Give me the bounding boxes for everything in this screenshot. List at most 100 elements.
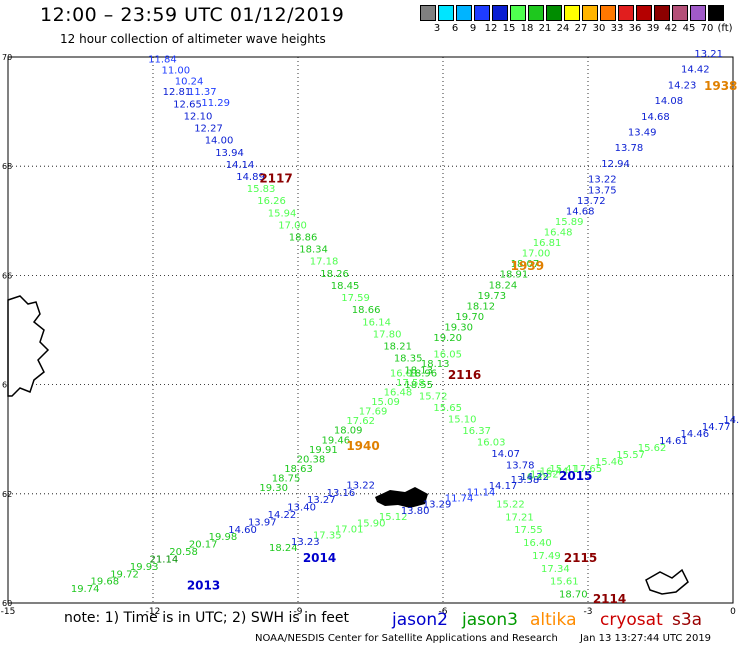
swh-value-label: 19.70 xyxy=(455,312,484,323)
swh-value-label: 11.74 xyxy=(445,493,474,504)
x-tick-label: -15 xyxy=(1,607,16,617)
swh-value-label: 20.17 xyxy=(189,540,218,551)
swh-value-label: 14.14 xyxy=(226,160,255,171)
swh-value-label: 19.30 xyxy=(259,483,288,494)
scale-label: 30 xyxy=(592,23,606,34)
swh-value-label: 17.21 xyxy=(505,512,534,523)
scale-swatch xyxy=(456,5,472,21)
swh-value-label: 13.16 xyxy=(327,488,356,499)
swh-value-label: 18.12 xyxy=(466,301,495,312)
scale-label: 45 xyxy=(682,23,696,34)
scale-label: 70 xyxy=(700,23,714,34)
scale-swatch xyxy=(636,5,652,21)
swh-value-label: 14.22 xyxy=(268,510,297,521)
greenland-coast xyxy=(7,295,50,397)
swh-value-label: 17.65 xyxy=(574,464,603,475)
scale-label: 36 xyxy=(628,23,642,34)
swh-value-label: 18.66 xyxy=(352,305,381,316)
y-tick-label: 70 xyxy=(2,53,12,62)
swh-value-label: 17.35 xyxy=(313,531,342,542)
scale-label: 18 xyxy=(520,23,534,34)
swh-value-label: 14.68 xyxy=(566,207,595,218)
scale-label: 33 xyxy=(610,23,624,34)
swh-value-label: 14.46 xyxy=(681,429,710,440)
swh-value-label: 16.03 xyxy=(477,438,506,449)
swh-value-label: 15.10 xyxy=(448,415,477,426)
swh-value-label: 19.20 xyxy=(433,333,462,344)
swh-value-label: 11.14 xyxy=(467,487,496,498)
swh-value-label: 11.29 xyxy=(201,98,230,109)
swh-value-label: 13.94 xyxy=(215,148,244,159)
swh-value-label: 18.24 xyxy=(489,280,518,291)
pass-number-label: 2117 xyxy=(259,172,292,186)
swh-value-label: 14.89 xyxy=(236,172,265,183)
scale-swatch xyxy=(618,5,634,21)
scale-label: 15 xyxy=(502,23,516,34)
swh-value-label: 13.80 xyxy=(401,506,430,517)
swh-value-label: 18.09 xyxy=(334,426,363,437)
scale-label: 39 xyxy=(646,23,660,34)
swh-value-label: 19.91 xyxy=(309,445,338,456)
swh-value-label: 13.22 xyxy=(588,175,617,186)
swh-value-label: 19.93 xyxy=(130,562,159,573)
swh-value-label: 16.48 xyxy=(384,388,413,399)
swh-value-label: 17.59 xyxy=(341,293,370,304)
swh-value-label: 17.52 xyxy=(530,469,559,480)
scale-swatch xyxy=(546,5,562,21)
swh-value-label: 16.26 xyxy=(257,196,286,207)
swh-value-label: 16.40 xyxy=(523,538,552,549)
swh-value-label: 13.29 xyxy=(423,500,452,511)
swh-value-label: 17.00 xyxy=(278,220,307,231)
swh-value-label: 18.13 xyxy=(421,359,450,370)
swh-value-label: 13.49 xyxy=(628,127,657,138)
scale-label: (ft) xyxy=(717,23,733,34)
scale-swatch xyxy=(420,5,436,21)
scale-label: 3 xyxy=(433,23,441,34)
swh-value-label: 14.00 xyxy=(205,136,234,147)
swh-value-label: 20.38 xyxy=(297,454,326,465)
x-tick-label: -3 xyxy=(584,607,593,617)
swh-value-label: 14.08 xyxy=(654,96,683,107)
swh-value-label: 13.78 xyxy=(615,143,644,154)
y-tick-label: 64 xyxy=(2,381,12,390)
swh-value-label: 16.45 xyxy=(520,472,549,483)
scale-label: 12 xyxy=(484,23,498,34)
swh-value-label: 19.72 xyxy=(110,569,139,580)
swh-value-label: 16.14 xyxy=(362,317,391,328)
swh-value-label: 15.46 xyxy=(595,457,624,468)
swh-value-label: 13.97 xyxy=(248,517,277,528)
swh-value-label: 17.69 xyxy=(359,407,388,418)
footer-timestamp: Jan 13 13:27:44 UTC 2019 xyxy=(580,633,712,644)
swh-value-label: 18.13 xyxy=(404,366,433,377)
swh-value-label: 15.12 xyxy=(379,512,408,523)
norway-coast xyxy=(645,568,689,595)
scale-swatch xyxy=(438,5,454,21)
swh-value-label: 18.75 xyxy=(272,474,301,485)
map-subtitle: 12 hour collection of altimeter wave hei… xyxy=(60,32,326,46)
scale-swatch xyxy=(528,5,544,21)
swh-value-label: 12.94 xyxy=(601,159,630,170)
swh-value-label: 15.90 xyxy=(357,518,386,529)
scale-label: 21 xyxy=(538,23,552,34)
swh-value-label: 18.24 xyxy=(269,543,298,554)
pass-number-label: 2013 xyxy=(187,578,220,592)
pass-number-label: 2116 xyxy=(448,368,481,382)
legend-s3a: s3a xyxy=(672,610,703,630)
swh-value-label: 13.72 xyxy=(577,196,606,207)
swh-value-label: 12.10 xyxy=(184,111,213,122)
y-tick-label: 62 xyxy=(2,490,12,499)
swh-value-label: 13.23 xyxy=(291,537,320,548)
swh-value-label: 14.17 xyxy=(489,481,518,492)
swh-value-label: 14.60 xyxy=(228,525,257,536)
swh-value-label: 19.73 xyxy=(478,291,507,302)
swh-value-label: 19.68 xyxy=(91,577,120,588)
legend-jason3: jason3 xyxy=(462,610,518,630)
swh-value-label: 14.17 xyxy=(723,415,740,426)
pass-number-label: 2015 xyxy=(559,469,592,483)
swh-value-label: 17.34 xyxy=(541,564,570,575)
swh-value-label: 17.18 xyxy=(310,257,339,268)
x-tick-label: -9 xyxy=(294,607,303,617)
scale-label: 24 xyxy=(556,23,570,34)
swh-value-label: 15.09 xyxy=(371,397,400,408)
